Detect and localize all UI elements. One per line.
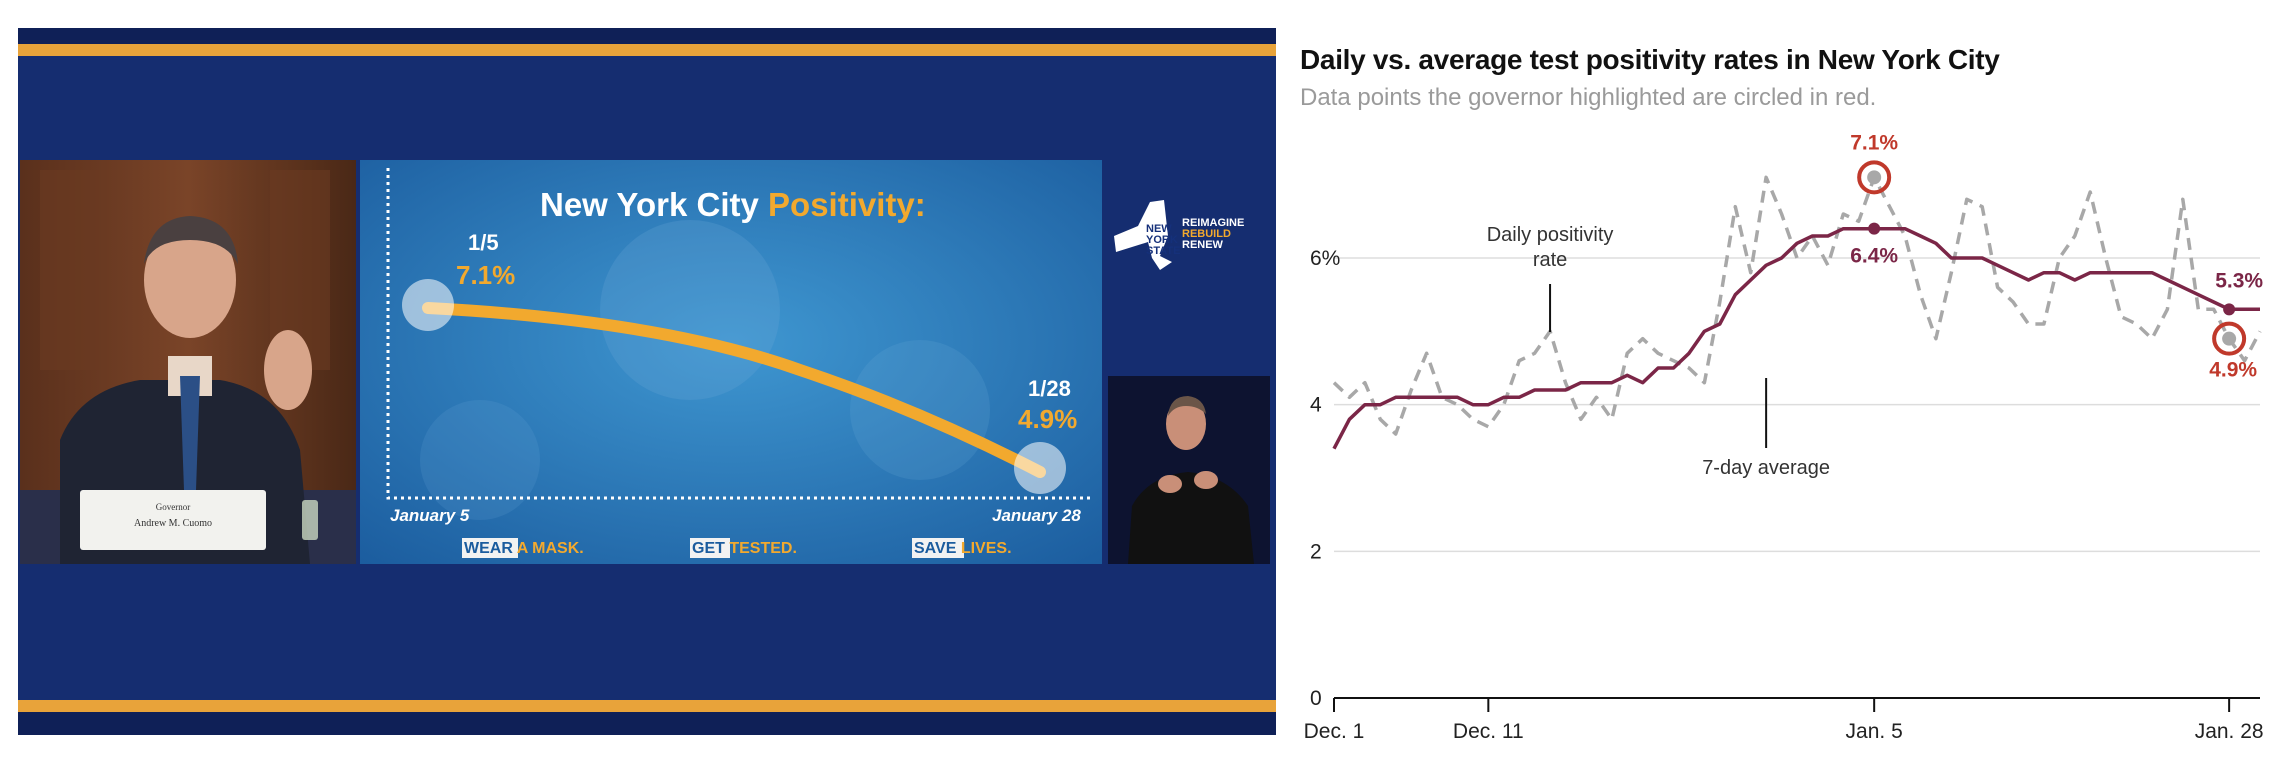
- logo-state-words: NEW YORK STATE: [1146, 224, 1180, 257]
- average-annotation: 7-day average: [1702, 457, 1830, 479]
- logo-word-reimagine: REIMAGINE: [1182, 217, 1245, 229]
- slide-footer-save: SAVE LIVES.: [914, 540, 1012, 558]
- jan28-daily-value-label: 4.9%: [2209, 359, 2257, 382]
- slide-end-value: 4.9%: [1018, 404, 1078, 434]
- top-gold-band: [18, 44, 1276, 56]
- placard-line1: Governor: [156, 502, 191, 512]
- interpreter-illustration: [1108, 376, 1270, 564]
- name-placard: [80, 490, 266, 550]
- slide-title: New York City Positivity:: [540, 186, 926, 224]
- slide-footer-wear: WEAR A MASK.: [464, 540, 584, 558]
- slide-start-value: 7.1%: [456, 260, 516, 290]
- positivity-slide: New York City Positivity: 1/5 7.1% 1/28 …: [360, 160, 1102, 564]
- slide-end-date: 1/28: [1028, 376, 1071, 401]
- seven-day-average-line: [1332, 226, 2260, 450]
- series-lines: [1332, 175, 2262, 450]
- y-tick-label: 4: [1310, 394, 1322, 417]
- ny-state-shape-icon: [1114, 200, 1172, 270]
- slide-graphic: [360, 160, 1102, 564]
- footer-highlight-get: GET: [692, 540, 725, 557]
- logo-word-state: STATE: [1146, 245, 1181, 257]
- jan5-average-value-label: 6.4%: [1850, 245, 1898, 268]
- daily-positivity-line: [1332, 175, 2262, 436]
- x-tick-label: Dec. 1: [1304, 720, 1365, 743]
- sanitizer-bottle: [302, 500, 318, 540]
- highlight-markers: [1857, 160, 2247, 356]
- top-dark-band: [18, 28, 1276, 44]
- footer-rest-get: TESTED.: [724, 540, 797, 557]
- highlight-ring: [1857, 160, 1892, 195]
- sign-language-interpreter-video: [1108, 376, 1270, 564]
- highlighted-daily-point: [2222, 331, 2237, 346]
- y-tick-label: 6%: [1310, 247, 1340, 270]
- chart-plot: 0 2 4 6% Dec. 1 Dec. 11 Jan. 5 Jan. 28 Daily po…: [1304, 131, 2264, 743]
- logo-word-new: NEW: [1146, 223, 1172, 235]
- highlight-ring: [2212, 321, 2247, 356]
- x-tick-label: Jan. 5: [1846, 720, 1903, 743]
- bottom-gold-band: [18, 700, 1276, 712]
- positivity-chart: Daily vs. average test positivity rates …: [1296, 28, 2276, 768]
- ny-state-logo: NEW YORK STATE REIMAGINE REBUILD RENEW: [1108, 196, 1276, 286]
- placard-line2: Andrew M. Cuomo: [134, 518, 212, 529]
- average-point: [1868, 222, 1881, 235]
- logo-word-renew: RENEW: [1182, 239, 1223, 251]
- highlighted-daily-point: [1867, 170, 1882, 185]
- slide-title-part1: New York City: [540, 186, 769, 223]
- chart-subtitle: Data points the governor highlighted are…: [1300, 84, 1877, 111]
- slide-axis-end: January 28: [992, 506, 1081, 525]
- briefing-broadcast-frame: Governor Andrew M. Cuomo: [18, 28, 1276, 735]
- footer-highlight-save: SAVE: [914, 540, 957, 557]
- y-tick-label: 0: [1310, 687, 1322, 710]
- daily-annotation-line2: rate: [1533, 249, 1567, 271]
- slide-title-part2: Positivity:: [768, 186, 926, 223]
- jan5-daily-value-label: 7.1%: [1850, 131, 1898, 154]
- x-tick-label: Dec. 11: [1453, 720, 1524, 743]
- y-tick-label: 2: [1310, 540, 1322, 563]
- annotations: Daily positivity rate 7-day average 7.1%…: [1487, 131, 2264, 479]
- jan28-average-value-label: 5.3%: [2215, 269, 2263, 292]
- bottom-dark-band: [18, 712, 1276, 735]
- footer-rest-save: LIVES.: [956, 540, 1012, 557]
- x-tick-label: Jan. 28: [2195, 720, 2264, 743]
- speaker-video-panel: Governor Andrew M. Cuomo: [20, 160, 356, 564]
- footer-highlight-wear: WEAR: [464, 540, 513, 557]
- daily-annotation-line1: Daily positivity: [1487, 224, 1614, 246]
- logo-word-rebuild: REBUILD: [1182, 228, 1231, 240]
- logo-slogan: REIMAGINE REBUILD RENEW: [1182, 218, 1244, 251]
- slide-axis-start: January 5: [390, 506, 470, 525]
- axis-ticks: 0 2 4 6% Dec. 1 Dec. 11 Jan. 5 Jan. 28: [1304, 247, 2264, 743]
- footer-rest-wear: A MASK.: [512, 540, 584, 557]
- average-point: [2223, 303, 2236, 316]
- chart-title: Daily vs. average test positivity rates …: [1300, 44, 2000, 75]
- logo-word-york: YORK: [1146, 234, 1178, 246]
- slide-start-date: 1/5: [468, 230, 499, 255]
- slide-footer-get: GET TESTED.: [692, 540, 797, 558]
- speaker-illustration: Governor Andrew M. Cuomo: [20, 160, 356, 564]
